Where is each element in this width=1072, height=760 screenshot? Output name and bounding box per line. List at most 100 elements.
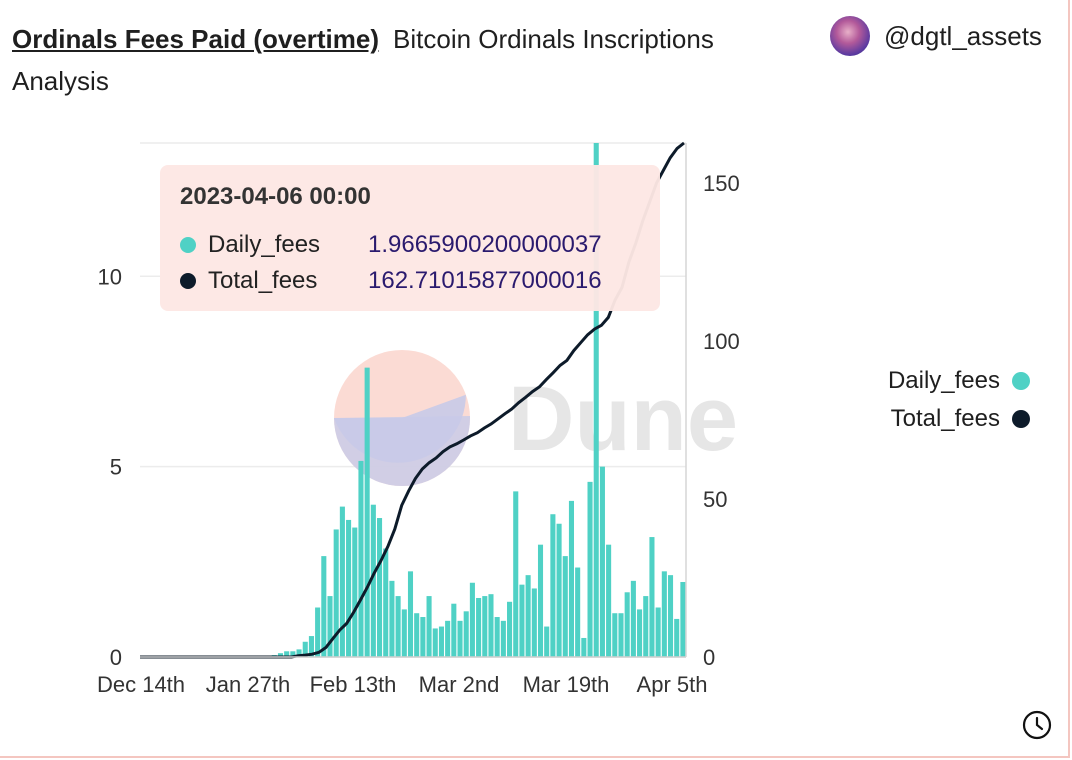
daily-fees-bars — [265, 143, 686, 657]
bar-daily-fees — [426, 596, 432, 657]
watermark-text: Dune — [508, 368, 738, 470]
bar-daily-fees — [680, 581, 686, 657]
bar-daily-fees — [643, 596, 649, 657]
bar-daily-fees — [519, 584, 525, 657]
bar-daily-fees — [414, 613, 420, 657]
legend-daily-dot-icon — [1012, 372, 1030, 390]
chart-header: Ordinals Fees Paid (overtime) Bitcoin Ord… — [12, 18, 812, 102]
bar-daily-fees — [339, 506, 345, 657]
bar-daily-fees — [457, 620, 463, 657]
bar-daily-fees — [550, 514, 556, 657]
legend-daily-label: Daily_fees — [887, 367, 1000, 394]
tooltip-daily-value: 1.9665900200000037 — [368, 231, 602, 258]
bar-daily-fees — [655, 607, 661, 657]
bar-daily-fees — [284, 651, 290, 657]
chart-title-link[interactable]: Ordinals Fees Paid (overtime) — [12, 24, 380, 54]
x-tick-label: Dec 14th — [97, 672, 185, 697]
bar-daily-fees — [315, 607, 321, 657]
x-tick-label: Mar 2nd — [419, 672, 500, 697]
bar-daily-fees — [599, 466, 605, 657]
legend-total-dot-icon — [1012, 410, 1030, 428]
bar-daily-fees — [637, 609, 643, 657]
bar-daily-fees — [370, 504, 376, 657]
bar-daily-fees — [352, 527, 358, 657]
bar-daily-fees — [463, 611, 469, 657]
x-axis-labels: Dec 14th Jan 27th Feb 13th Mar 2nd Mar 19th A… — [97, 672, 708, 697]
daily-fees-dot-icon — [180, 237, 196, 253]
dune-watermark: Dune — [334, 350, 738, 486]
chart-subtitle: Bitcoin Ordinals Inscriptions Analysis — [12, 24, 714, 96]
total-fees-dot-icon — [180, 273, 196, 289]
tooltip-daily-label: Daily_fees — [208, 231, 321, 258]
x-tick-label: Mar 19th — [523, 672, 610, 697]
bar-daily-fees — [476, 597, 482, 657]
bar-daily-fees — [649, 537, 655, 657]
bar-daily-fees — [507, 601, 513, 657]
bar-daily-fees — [531, 588, 537, 657]
y-left-tick-label: 5 — [110, 455, 122, 480]
bar-daily-fees — [674, 618, 680, 657]
bar-daily-fees — [333, 529, 339, 657]
bar-daily-fees — [581, 637, 587, 657]
bar-daily-fees — [612, 613, 618, 657]
bar-daily-fees — [587, 481, 593, 657]
user-badge[interactable]: @dgtl_assets — [830, 16, 1042, 56]
tooltip-date: 2023-04-06 00:00 — [180, 183, 371, 210]
bar-daily-fees — [302, 641, 308, 657]
bar-daily-fees — [445, 620, 451, 657]
bar-daily-fees — [346, 519, 352, 657]
y-axis-left-labels: 0 5 10 — [98, 264, 122, 670]
bar-daily-fees — [537, 544, 544, 657]
x-tick-label: Apr 5th — [637, 672, 708, 697]
clock-icon[interactable] — [1022, 710, 1052, 740]
bar-daily-fees — [630, 580, 636, 657]
bar-daily-fees — [308, 636, 314, 657]
bar-daily-fees — [420, 617, 426, 657]
y-right-tick-label: 100 — [703, 329, 740, 354]
username[interactable]: @dgtl_assets — [884, 20, 1042, 51]
chart-legend: Daily_fees Total_fees — [860, 362, 1030, 438]
hover-tooltip: 2023-04-06 00:00 Daily_fees 1.9665900200… — [160, 165, 660, 311]
y-axis-right-labels: 0 50 100 150 — [703, 171, 740, 670]
bar-daily-fees — [358, 460, 364, 657]
bar-daily-fees — [488, 594, 494, 657]
x-tick-label: Jan 27th — [206, 672, 290, 697]
bar-daily-fees — [500, 620, 506, 657]
y-right-tick-label: 0 — [703, 645, 715, 670]
bar-daily-fees — [568, 500, 575, 657]
bar-daily-fees — [469, 582, 475, 657]
bar-daily-fees — [494, 617, 500, 657]
bar-daily-fees — [575, 567, 581, 657]
tooltip-total-label: Total_fees — [208, 267, 318, 294]
bar-daily-fees — [327, 596, 333, 657]
tooltip-row-daily: Daily_fees 1.9665900200000037 — [180, 231, 602, 259]
x-tick-label: Feb 13th — [310, 672, 397, 697]
avatar[interactable] — [830, 16, 870, 56]
bar-daily-fees — [389, 580, 395, 657]
bar-daily-fees — [432, 628, 438, 657]
bar-daily-fees — [525, 575, 531, 657]
bar-daily-fees — [661, 571, 667, 657]
bar-daily-fees — [451, 603, 457, 657]
bar-daily-fees — [401, 609, 407, 657]
bar-daily-fees — [395, 596, 401, 657]
bar-daily-fees — [618, 613, 624, 657]
legend-total-label: Total_fees — [890, 405, 1000, 432]
tooltip-row-total: Total_fees 162.71015877000016 — [180, 267, 602, 295]
legend-item-daily-fees[interactable]: Daily_fees — [860, 362, 1030, 400]
bar-daily-fees — [667, 575, 674, 657]
y-right-tick-label: 150 — [703, 171, 740, 196]
bar-daily-fees — [562, 556, 568, 657]
bar-daily-fees — [383, 548, 389, 657]
legend-item-total-fees[interactable]: Total_fees — [860, 400, 1030, 438]
bar-daily-fees — [438, 626, 444, 657]
bar-daily-fees — [364, 367, 370, 657]
bar-daily-fees — [296, 649, 302, 657]
bar-daily-fees — [544, 626, 550, 657]
bar-daily-fees — [277, 653, 284, 657]
bar-daily-fees — [290, 651, 296, 657]
bar-daily-fees — [556, 523, 562, 657]
bar-daily-fees — [624, 592, 630, 657]
